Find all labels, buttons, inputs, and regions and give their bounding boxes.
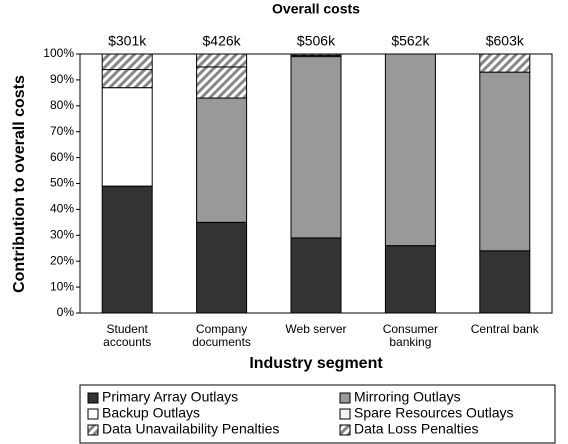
bar-segment xyxy=(196,97,248,223)
legend-swatch xyxy=(87,424,99,436)
y-tick-label: 20% xyxy=(50,253,74,267)
total-label: $562k xyxy=(391,33,430,49)
legend-label: Mirroring Outlays xyxy=(354,389,461,405)
bar-segment xyxy=(290,237,342,314)
total-label: $603k xyxy=(486,33,525,49)
x-tick-label: Company documents xyxy=(192,322,251,349)
y-tick-label: 50% xyxy=(50,176,74,190)
total-label: $506k xyxy=(297,33,336,49)
bar-segment xyxy=(384,245,436,314)
legend-swatch xyxy=(87,408,99,420)
y-axis-label: Contribution to overall costs xyxy=(11,75,28,293)
y-tick-label: 80% xyxy=(50,98,74,112)
bar-segment xyxy=(196,221,248,314)
bar-segment xyxy=(290,56,342,239)
bar-segment xyxy=(101,53,153,71)
bar-segment xyxy=(290,53,342,56)
total-label: $426k xyxy=(203,33,242,49)
legend-label: Data Unavailability Penalties xyxy=(102,421,279,437)
x-axis-label: Industry segment xyxy=(249,355,383,372)
total-label: $301k xyxy=(108,33,147,49)
legend-label: Data Loss Penalties xyxy=(354,421,479,437)
y-tick-label: 40% xyxy=(50,202,74,216)
y-tick-label: 10% xyxy=(50,279,74,293)
legend-label: Primary Array Outlays xyxy=(102,389,238,405)
y-tick-label: 70% xyxy=(50,124,74,138)
bar-segment xyxy=(196,53,248,68)
legend-label: Spare Resources Outlays xyxy=(354,405,514,421)
bar-segment xyxy=(196,66,248,99)
legend-swatch xyxy=(339,424,351,436)
legend-swatch xyxy=(339,392,351,404)
x-tick-label: Student accounts xyxy=(103,322,152,349)
x-tick-label: Central bank xyxy=(470,322,539,336)
chart-title: Overall costs xyxy=(272,1,360,17)
bar-segment xyxy=(479,71,531,252)
legend-label: Backup Outlays xyxy=(102,405,200,421)
bar-segment xyxy=(384,53,436,247)
legend-box xyxy=(79,384,556,444)
x-tick-label: Web server xyxy=(285,322,347,336)
bar-segment xyxy=(479,53,531,73)
bar-segment xyxy=(101,87,153,187)
x-tick-label: Consumer banking xyxy=(382,322,439,349)
bar-segment xyxy=(101,69,153,89)
bar-segment xyxy=(101,185,153,314)
y-tick-label: 90% xyxy=(50,72,74,86)
y-tick-label: 60% xyxy=(50,150,74,164)
legend-swatch xyxy=(87,392,99,404)
bar-segment xyxy=(479,250,531,314)
y-tick-label: 30% xyxy=(50,227,74,241)
legend-swatch xyxy=(339,408,351,420)
y-tick-label: 100% xyxy=(43,46,74,60)
y-tick-label: 0% xyxy=(57,305,75,319)
